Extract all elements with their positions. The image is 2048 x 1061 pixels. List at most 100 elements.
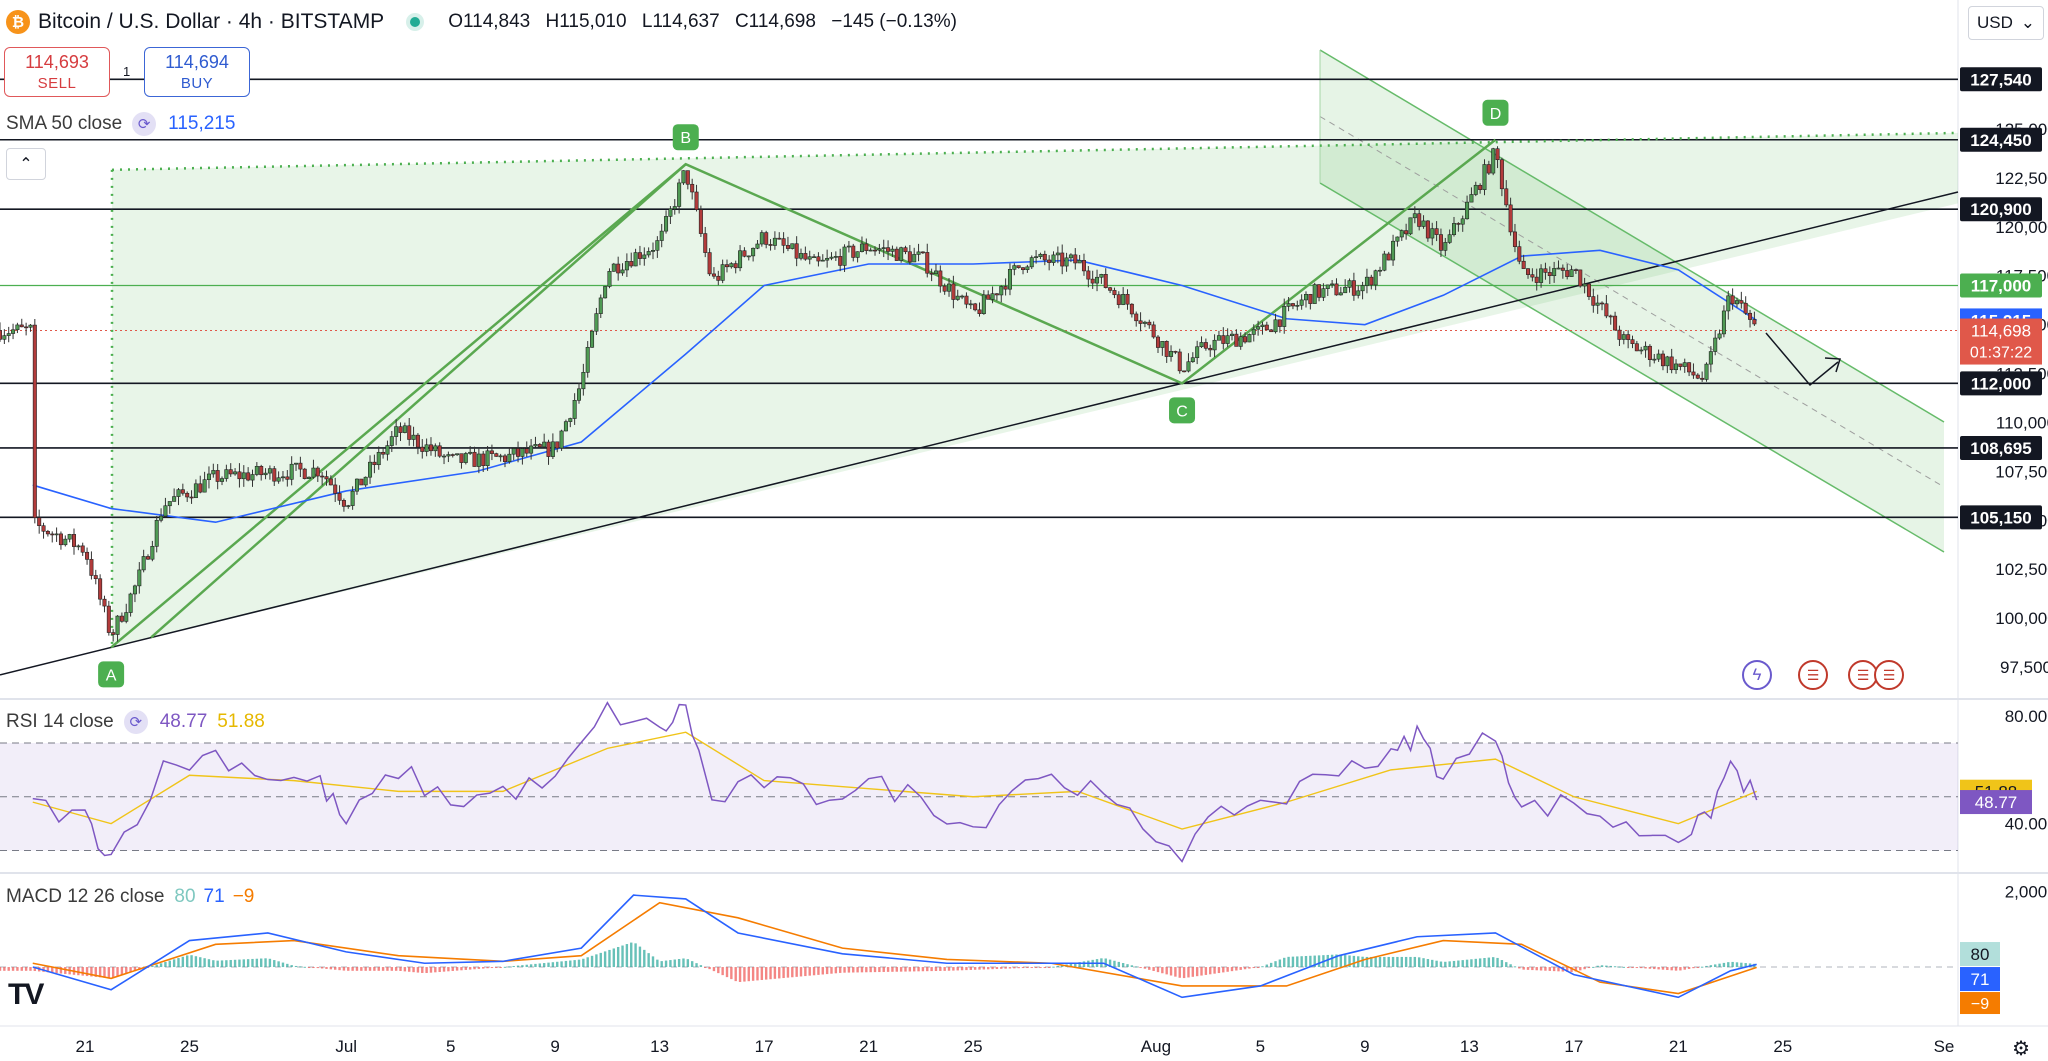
candle-body <box>455 453 460 456</box>
macd-hist-bar <box>46 967 50 973</box>
candle-body <box>1099 274 1104 278</box>
macd-hist-bar <box>1526 967 1530 970</box>
macd-hist-bar <box>1269 962 1273 968</box>
candle-body <box>746 255 751 258</box>
macd-hist-bar <box>486 967 489 969</box>
macd-hist-bar <box>0 967 2 971</box>
macd-hist-bar <box>1600 965 1604 968</box>
candle-body <box>1560 267 1565 271</box>
rsi-legend[interactable]: RSI 14 close ⟳ 48.77 51.88 <box>6 710 265 734</box>
candle-body <box>1025 266 1030 271</box>
candle-body <box>677 182 682 207</box>
macd-hist-bar <box>260 958 263 968</box>
macd-hist-bar <box>1448 961 1451 968</box>
candle-body <box>1508 204 1513 233</box>
refresh-icon[interactable]: ⟳ <box>123 710 148 734</box>
macd-hist-bar <box>20 967 23 971</box>
macd-hist-bar <box>1683 967 1686 970</box>
pattern-point-badge <box>672 124 699 151</box>
candle-body <box>1286 303 1291 307</box>
candle-body <box>633 252 638 267</box>
macd-hist-bar <box>229 959 232 968</box>
us-flag-icon[interactable]: ☰ <box>1848 660 1878 690</box>
macd-hist-bar <box>1043 967 1046 969</box>
candle-body <box>307 476 312 480</box>
candle-body <box>154 519 159 547</box>
price-tick-label: 102,500 <box>1995 560 2048 579</box>
macd-hist-bar <box>1030 967 1033 969</box>
candle-body <box>716 275 721 281</box>
candle-body <box>690 183 695 193</box>
macd-line-badge-label: 71 <box>1971 970 1990 989</box>
collapse-legend-button[interactable]: ⌃ <box>6 148 46 180</box>
macd-hist-bar <box>564 960 568 968</box>
rsi-badge-label: 48.77 <box>1975 793 2018 812</box>
macd-hist-bar <box>917 967 920 972</box>
candle-body <box>211 470 216 475</box>
candle-body <box>1334 283 1339 296</box>
lightning-icon[interactable]: ϟ <box>1742 660 1772 690</box>
buy-button[interactable]: 114,694 BUY <box>144 47 250 97</box>
level-badge-label: 117,000 <box>1971 277 2032 296</box>
macd-hist-bar <box>529 964 533 968</box>
macd-hist-bar <box>1161 967 1164 974</box>
macd-hist-bar <box>943 967 946 971</box>
candle-body <box>102 598 107 607</box>
candle-body <box>2 335 7 340</box>
candle-body <box>1613 315 1618 331</box>
symbol-header[interactable]: ₿ Bitcoin / U.S. Dollar · 4h · BITSTAMP … <box>6 8 967 36</box>
candle-body <box>537 444 542 448</box>
macd-hist-bar <box>1156 967 1160 973</box>
macd-hist-bar <box>1687 967 1691 969</box>
refresh-icon[interactable]: ⟳ <box>132 112 157 136</box>
macd-hist-bar <box>1714 964 1717 968</box>
macd-hist-bar <box>1213 967 1216 974</box>
candle-body <box>829 256 834 259</box>
us-flag-icon[interactable]: ☰ <box>1874 660 1904 690</box>
macd-hist-bar <box>199 957 202 968</box>
macd-hist-bar <box>1457 960 1460 968</box>
macd-hist-bar <box>1396 956 1399 968</box>
candle-body <box>864 243 869 251</box>
candle-body <box>1543 268 1548 273</box>
symbol-title[interactable]: Bitcoin / U.S. Dollar · 4h · BITSTAMP <box>38 10 385 33</box>
time-tick-label: 13 <box>1460 1037 1479 1056</box>
macd-hist-bar <box>930 967 933 972</box>
macd-hist-bar <box>1274 961 1277 968</box>
macd-hist-bar <box>125 967 128 974</box>
candle-body <box>1173 350 1178 353</box>
candle-body <box>267 468 272 474</box>
macd-hist-bar <box>638 946 642 968</box>
sell-button[interactable]: 114,693 SELL <box>4 47 110 97</box>
candle-body <box>655 240 660 251</box>
candle-body <box>1138 320 1143 324</box>
macd-hist-bar <box>1640 967 1643 969</box>
macd-hist-bar <box>455 967 459 971</box>
currency-select[interactable]: USD ⌄ <box>1968 6 2044 40</box>
candle-body <box>890 248 895 252</box>
level-badge-label: 127,540 <box>1970 70 2031 89</box>
sma-legend[interactable]: SMA 50 close ⟳ 115,215 <box>6 112 235 136</box>
macd-hist-bar <box>320 967 324 969</box>
candle-body <box>846 245 851 248</box>
macd-hist-bar <box>1413 956 1417 968</box>
macd-hist-bar <box>1287 956 1290 968</box>
candle-body <box>1660 353 1665 367</box>
close-value: C114,698 <box>734 11 816 32</box>
macd-hist-bar <box>286 963 289 968</box>
candle-body <box>947 283 952 292</box>
candle-body <box>1225 335 1230 344</box>
macd-legend[interactable]: MACD 12 26 close 80 71 −9 <box>6 886 254 908</box>
candle-body <box>642 254 647 259</box>
us-flag-icon[interactable]: ☰ <box>1798 660 1828 690</box>
candle-body <box>916 251 921 255</box>
candle-body <box>977 309 982 314</box>
macd-hist-bar <box>1431 959 1434 968</box>
candle-body <box>1586 283 1591 297</box>
candle-body <box>672 206 677 210</box>
macd-hist-bar <box>1121 963 1125 968</box>
macd-hist-bar <box>1674 967 1678 971</box>
settings-gear-icon[interactable]: ⚙ <box>2012 1038 2030 1060</box>
macd-hist-bar <box>1256 967 1260 969</box>
